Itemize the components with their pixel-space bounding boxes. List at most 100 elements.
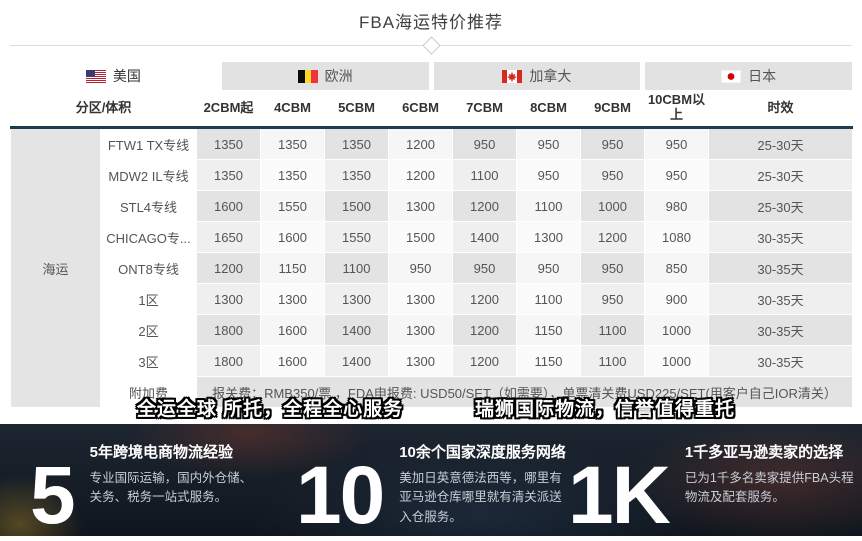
price-cell: 1300 (388, 190, 453, 222)
price-cell: 1300 (324, 283, 389, 315)
col-header: 5CBM (324, 90, 389, 129)
price-cell: 950 (580, 127, 645, 160)
price-cell: 1200 (580, 221, 645, 253)
col-header: 6CBM (388, 90, 453, 129)
route-label-cell: CHICAGO专... (100, 221, 197, 253)
price-cell: 1000 (580, 190, 645, 222)
col-header: 4CBM (260, 90, 325, 129)
table-row: 海运 FTW1 TX专线 1350 1350 1350 1200 950 950 950 950 2… (10, 127, 853, 408)
col-header: 7CBM (452, 90, 517, 129)
table-row: 1区 1300 1300 1300 1300 1200 1100 950 900 30-35天 (11, 283, 853, 315)
corner-header: 分区/体积 (10, 90, 197, 129)
route-label-cell: 3区 (100, 345, 197, 377)
slogan-banner-right: 瑞狮国际物流，信誉值得重托 (474, 399, 735, 420)
table-header-row: 分区/体积 2CBM起 4CBM 5CBM 6CBM 7CBM 8CBM 9CB… (10, 90, 853, 129)
price-cell: 1550 (260, 190, 325, 222)
price-cell: 1500 (324, 190, 389, 222)
surcharge-row: 附加费 报关费：RMB350/票 ，FDA申报费: USD50/SET（如需要），… (11, 376, 853, 408)
price-cell: 1500 (388, 221, 453, 253)
price-cell: 1200 (196, 252, 261, 284)
price-cell: 900 (644, 283, 709, 315)
price-cell: 1000 (644, 345, 709, 377)
stat-number: 5 (30, 450, 76, 541)
col-header: 时效 (708, 90, 853, 129)
price-cell: 1200 (452, 314, 517, 346)
price-cell: 1350 (324, 127, 389, 160)
usa-flag-icon (85, 69, 106, 83)
price-cell: 1350 (196, 127, 261, 160)
tab-usa[interactable]: 美国 (10, 62, 217, 90)
price-cell: 950 (452, 127, 517, 160)
stat-title: 10余个国家深度服务网络 (399, 444, 566, 461)
route-label-cell: MDW2 IL专线 (100, 159, 197, 191)
surcharge-text-cell: 报关费：RMB350/票 ，FDA申报费: USD50/SET（如需要），单票清… (196, 376, 853, 408)
tab-europe[interactable]: 欧洲 (221, 62, 429, 90)
tab-label: 美国 (112, 68, 141, 84)
price-cell: 1300 (260, 283, 325, 315)
price-cell: 1100 (516, 283, 581, 315)
price-cell: 1300 (516, 221, 581, 253)
price-cell: 1150 (516, 314, 581, 346)
route-label-cell: STL4专线 (100, 190, 197, 222)
stat-desc: 已为1千多名卖家提供FBA头程物流及配套服务。 (684, 470, 854, 505)
price-cell: 950 (644, 127, 709, 160)
route-label-cell: ONT8专线 (100, 252, 197, 284)
col-header: 2CBM起 (196, 90, 261, 129)
col-header: 10CBM以上 (644, 90, 709, 129)
price-cell: 1800 (196, 314, 261, 346)
price-cell: 950 (516, 252, 581, 284)
price-cell: 1400 (324, 314, 389, 346)
price-cell: 1350 (324, 159, 389, 191)
price-cell: 1150 (516, 345, 581, 377)
group-cell-sea-freight: 海运 (10, 127, 101, 408)
price-cell: 980 (644, 190, 709, 222)
col-header: 9CBM (580, 90, 645, 129)
table-row: ONT8专线 1200 1150 1100 950 950 950 950 850 30-35天 (11, 252, 853, 284)
price-cell: 950 (452, 252, 517, 284)
leadtime-cell: 25-30天 (708, 190, 853, 222)
price-cell: 1400 (324, 345, 389, 377)
price-cell: 1300 (388, 345, 453, 377)
table-row: STL4专线 1600 1550 1500 1300 1200 1100 1000 980 25-… (11, 190, 853, 222)
price-cell: 1080 (644, 221, 709, 253)
tab-japan[interactable]: 日本 (645, 62, 852, 90)
leadtime-cell: 30-35天 (708, 221, 853, 253)
price-table: 分区/体积 2CBM起 4CBM 5CBM 6CBM 7CBM 8CBM 9CB… (10, 90, 853, 408)
price-cell: 1200 (388, 159, 453, 191)
stat-number: 1K (568, 450, 671, 541)
price-cell: 1150 (260, 252, 325, 284)
price-cell: 1200 (452, 190, 517, 222)
tab-canada[interactable]: 加拿大 (433, 62, 641, 90)
price-cell: 1000 (644, 314, 709, 346)
price-cell: 1350 (196, 159, 261, 191)
price-cell: 1200 (388, 127, 453, 160)
price-cell: 1600 (260, 345, 325, 377)
slogan-banner-left: 全运全球 所托，全程全心服务 (136, 399, 404, 420)
leadtime-cell: 30-35天 (708, 252, 853, 284)
leadtime-cell: 25-30天 (708, 159, 853, 191)
price-cell: 1350 (260, 159, 325, 191)
price-cell: 1100 (324, 252, 389, 284)
price-cell: 1300 (388, 314, 453, 346)
table-row: CHICAGO专... 1650 1600 1550 1500 1400 1300 1200 1… (11, 221, 853, 253)
price-cell: 1550 (324, 221, 389, 253)
price-cell: 950 (644, 159, 709, 191)
price-cell: 1300 (196, 283, 261, 315)
stat-desc: 美加日英意德法西等，哪里有亚马逊仓库哪里就有清关派送入仓服务。 (399, 470, 562, 524)
col-header: 8CBM (516, 90, 581, 129)
stat-block-experience: 5 5年跨境电商物流经验 专业国际运输，国内外仓储、关务、税务一站式服务。 (30, 444, 262, 541)
price-cell: 950 (580, 283, 645, 315)
stat-title: 1千多亚马逊卖家的选择 (684, 444, 844, 461)
stat-block-countries: 10 10余个国家深度服务网络 美加日英意德法西等，哪里有亚马逊仓库哪里就有清关… (296, 444, 567, 537)
tab-label: 加拿大 (529, 68, 572, 84)
price-cell: 1100 (580, 345, 645, 377)
price-cell: 1600 (260, 221, 325, 253)
tab-label: 日本 (748, 68, 777, 84)
leadtime-cell: 25-30天 (708, 127, 853, 160)
page-title: FBA海运特价推荐 (358, 13, 504, 32)
stat-block-sellers: 1K 1千多亚马逊卖家的选择 已为1千多名卖家提供FBA头程物流及配套服务。 (568, 444, 857, 541)
europe-flag-icon (297, 69, 318, 83)
leadtime-cell: 30-35天 (708, 345, 853, 377)
tab-label: 欧洲 (324, 68, 353, 84)
route-label-cell: 1区 (100, 283, 197, 315)
